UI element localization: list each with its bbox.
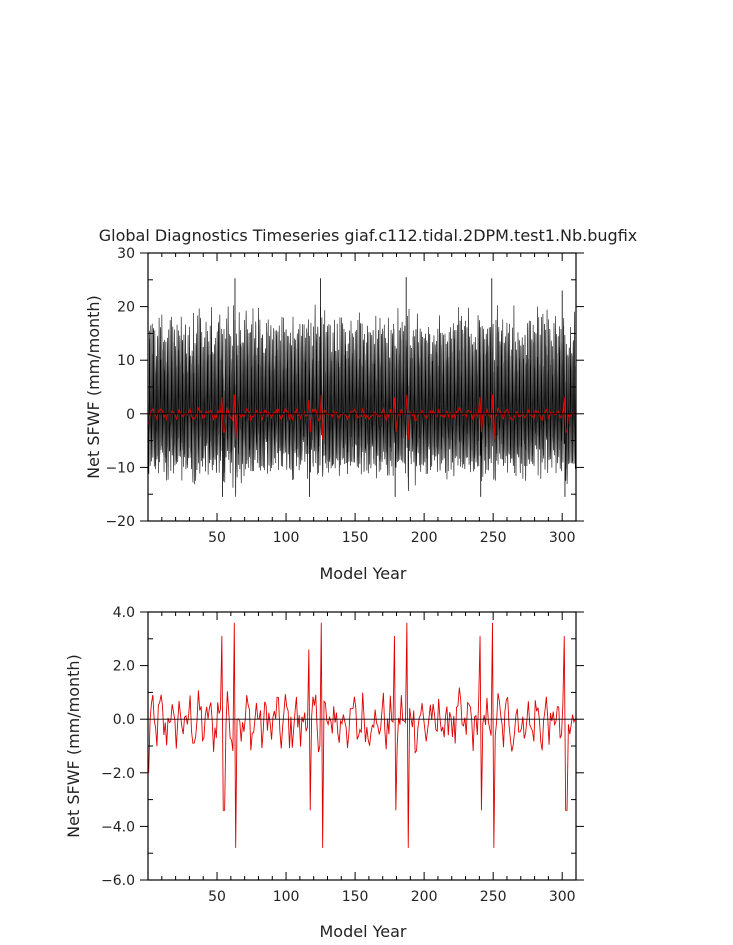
y-tick-label: 4.0 <box>113 605 135 621</box>
x-tick-label: 150 <box>342 530 369 546</box>
y-tick-label: 2.0 <box>113 659 135 675</box>
x-tick-label: 200 <box>411 889 438 905</box>
y-tick-label: 0 <box>126 407 135 423</box>
panel-top-x-axis-label: Model Year <box>320 564 407 583</box>
figure-title: Global Diagnostics Timeseries giaf.c112.… <box>99 226 638 245</box>
y-tick-label: −10 <box>105 460 135 476</box>
x-tick-label: 250 <box>480 889 507 905</box>
y-tick-label: −20 <box>105 514 135 530</box>
series-annual-line <box>148 394 576 440</box>
y-tick-label: −2.0 <box>101 766 135 782</box>
panel-top-plot-area <box>147 277 577 497</box>
x-tick-label: 150 <box>342 889 369 905</box>
panel-bottom-plot-area <box>148 622 576 848</box>
x-tick-label: 300 <box>549 530 576 546</box>
series-monthly-line <box>147 304 577 497</box>
x-tick-label: 50 <box>208 530 226 546</box>
panel-bottom: Net SFWF (mm/month) Model Year 50 100 150 2… <box>64 605 584 941</box>
y-tick-label: 30 <box>117 246 135 262</box>
x-tick-label: 300 <box>549 889 576 905</box>
panel-top-y-axis-label: Net SFWF (mm/month) <box>84 295 103 479</box>
y-tick-label: 20 <box>117 300 135 316</box>
panel-bottom-ticks: 50 100 150 200 250 300 −6.0 −4.0 −2.0 0.0 2.0 4.0 <box>101 605 584 905</box>
x-tick-label: 100 <box>273 889 300 905</box>
panel-bottom-x-axis-label: Model Year <box>320 922 407 941</box>
x-tick-label: 100 <box>273 530 300 546</box>
panel-top: Net SFWF (mm/month) Model Year 50 100 150 2… <box>84 246 584 583</box>
x-tick-label: 50 <box>208 889 226 905</box>
y-tick-label: 0.0 <box>113 712 135 728</box>
x-tick-label: 250 <box>480 530 507 546</box>
panel-top-ticks: 50 100 150 200 250 300 −20 −10 0 10 20 30 <box>105 246 584 546</box>
panel-bottom-y-axis-label: Net SFWF (mm/month) <box>64 654 83 838</box>
y-tick-label: 10 <box>117 353 135 369</box>
x-tick-label: 200 <box>411 530 438 546</box>
series-annual-line <box>148 622 576 848</box>
y-tick-label: −6.0 <box>101 873 135 889</box>
y-tick-label: −4.0 <box>101 819 135 835</box>
panel-bottom-frame <box>147 611 577 881</box>
